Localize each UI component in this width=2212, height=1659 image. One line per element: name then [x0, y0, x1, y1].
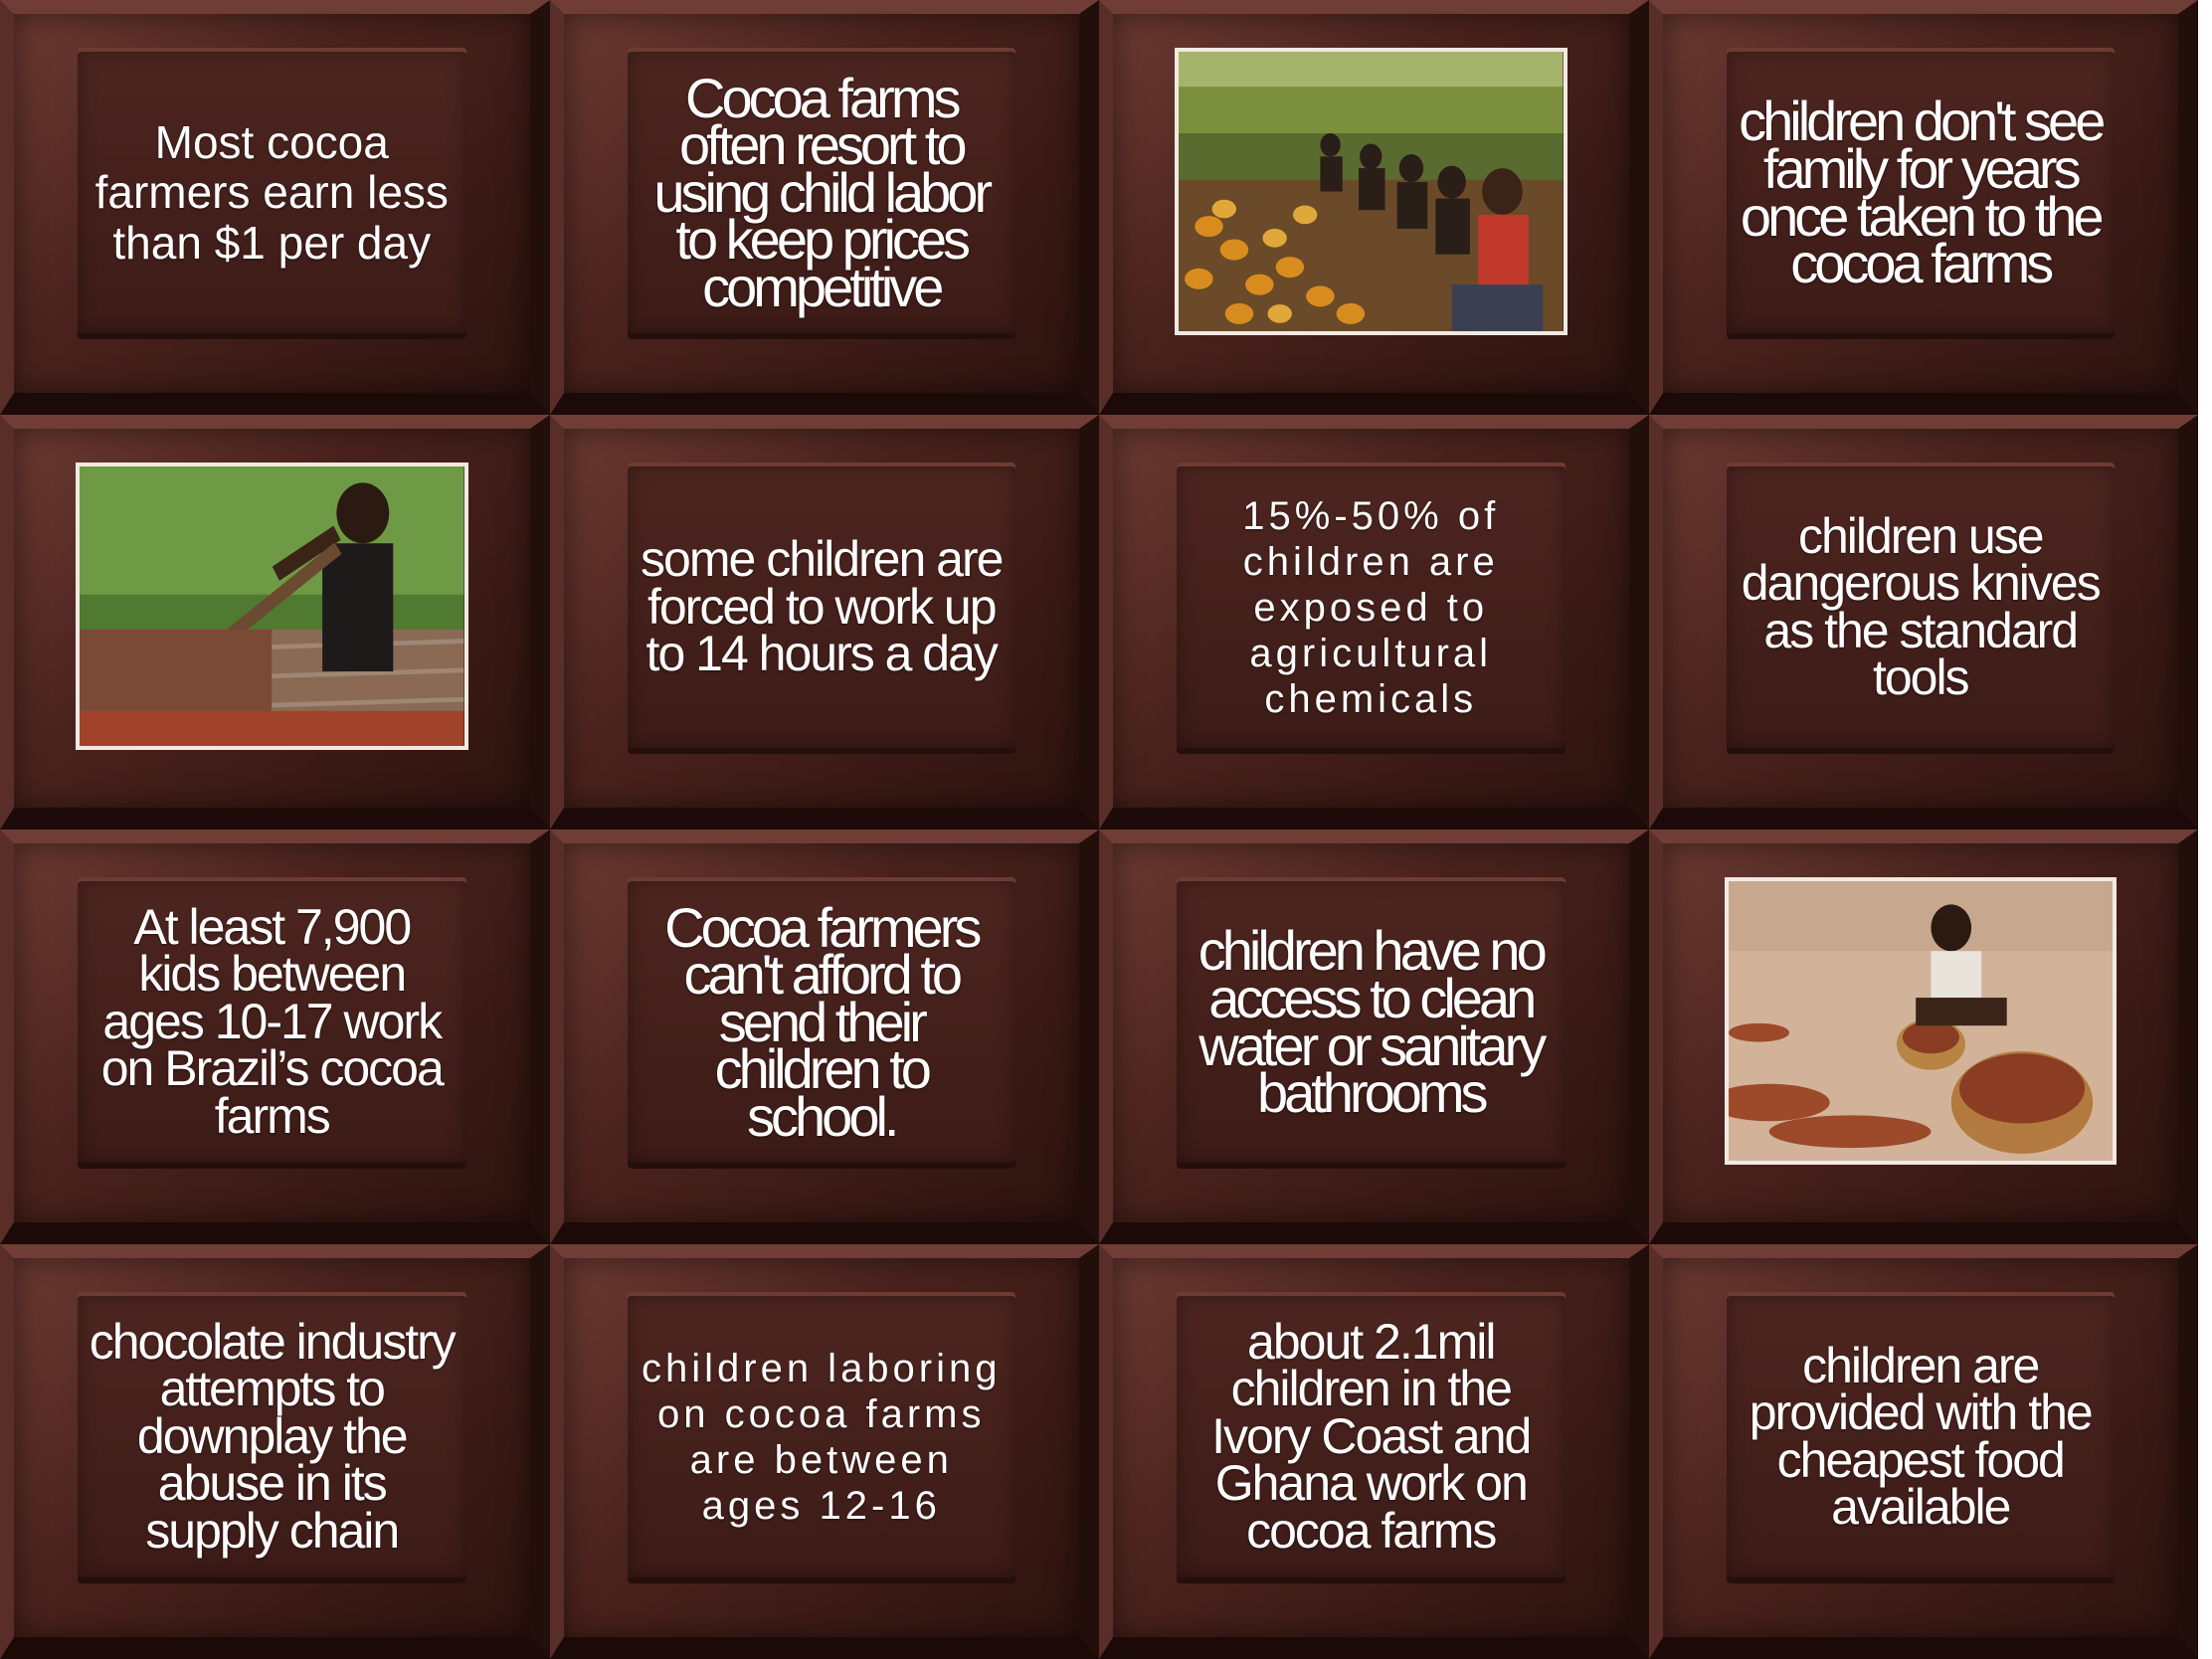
fact-text: children have no access to clean water o… [1198, 919, 1548, 1125]
chocolate-square-9: At least 7,900 kids between ages 10-17 w… [0, 830, 550, 1244]
fact-text: children are provided with the cheapest … [1749, 1337, 2094, 1535]
chocolate-square-14: children laboring on cocoa farms are bet… [549, 1244, 1099, 1659]
chocolate-square-3 [1099, 0, 1649, 415]
fact-tile: children don't see family for years once… [1726, 52, 2115, 333]
chocolate-square-10: Cocoa farmers can't afford to send their… [549, 830, 1099, 1244]
fact-tile: children laboring on cocoa farms are bet… [627, 1296, 1015, 1577]
fact-tile: 15%-50% of children are exposed to agric… [1177, 466, 1566, 748]
child-scooping-cocoa-beans-photo [1724, 877, 2117, 1165]
chocolate-square-8: children use dangerous knives as the sta… [1648, 415, 2198, 830]
fact-text: some children are forced to work up to 1… [641, 531, 1004, 682]
fact-text: Cocoa farmers can't afford to send their… [664, 895, 982, 1148]
chocolate-square-11: children have no access to clean water o… [1099, 830, 1649, 1244]
fact-tile: about 2.1mil children in the Ivory Coast… [1177, 1296, 1566, 1577]
chocolate-square-2: Cocoa farms often resort to using child … [549, 0, 1099, 415]
chocolate-square-12 [1648, 830, 2198, 1244]
chocolate-square-1: Most cocoa farmers earn less than $1 per… [0, 0, 550, 415]
chocolate-square-13: chocolate industry attempts to downplay … [0, 1244, 550, 1659]
fact-tile: At least 7,900 kids between ages 10-17 w… [78, 881, 466, 1163]
chocolate-square-16: children are provided with the cheapest … [1648, 1244, 2198, 1659]
fact-tile: children have no access to clean water o… [1177, 881, 1566, 1163]
fact-text: chocolate industry attempts to downplay … [89, 1313, 457, 1559]
fact-tile: some children are forced to work up to 1… [627, 466, 1015, 748]
boy-raking-cocoa-beans-photo [76, 462, 468, 750]
fact-text: 15%-50% of children are exposed to agric… [1242, 493, 1500, 721]
fact-tile: Most cocoa farmers earn less than $1 per… [78, 52, 466, 333]
fact-tile: Cocoa farmers can't afford to send their… [627, 881, 1015, 1163]
children-sorting-cocoa-pods-photo [1175, 48, 1567, 335]
fact-tile: chocolate industry attempts to downplay … [78, 1296, 466, 1577]
chocolate-square-7: 15%-50% of children are exposed to agric… [1099, 415, 1649, 830]
fact-text: about 2.1mil children in the Ivory Coast… [1211, 1313, 1532, 1559]
fact-text: At least 7,900 kids between ages 10-17 w… [100, 898, 445, 1144]
chocolate-square-4: children don't see family for years once… [1648, 0, 2198, 415]
fact-tile: Cocoa farms often resort to using child … [627, 52, 1015, 333]
fact-text: Most cocoa farmers earn less than $1 per… [94, 115, 449, 269]
fact-text: children use dangerous knives as the sta… [1741, 507, 2102, 705]
fact-tile: children are provided with the cheapest … [1726, 1296, 2115, 1577]
fact-tile: children use dangerous knives as the sta… [1726, 466, 2115, 748]
fact-text: children don't see family for years once… [1739, 90, 2106, 295]
chocolate-square-6: some children are forced to work up to 1… [549, 415, 1099, 830]
chocolate-square-15: about 2.1mil children in the Ivory Coast… [1099, 1244, 1649, 1659]
chocolate-square-5 [0, 415, 550, 830]
fact-text: Cocoa farms often resort to using child … [653, 66, 993, 318]
fact-text: children laboring on cocoa farms are bet… [641, 1346, 1002, 1528]
